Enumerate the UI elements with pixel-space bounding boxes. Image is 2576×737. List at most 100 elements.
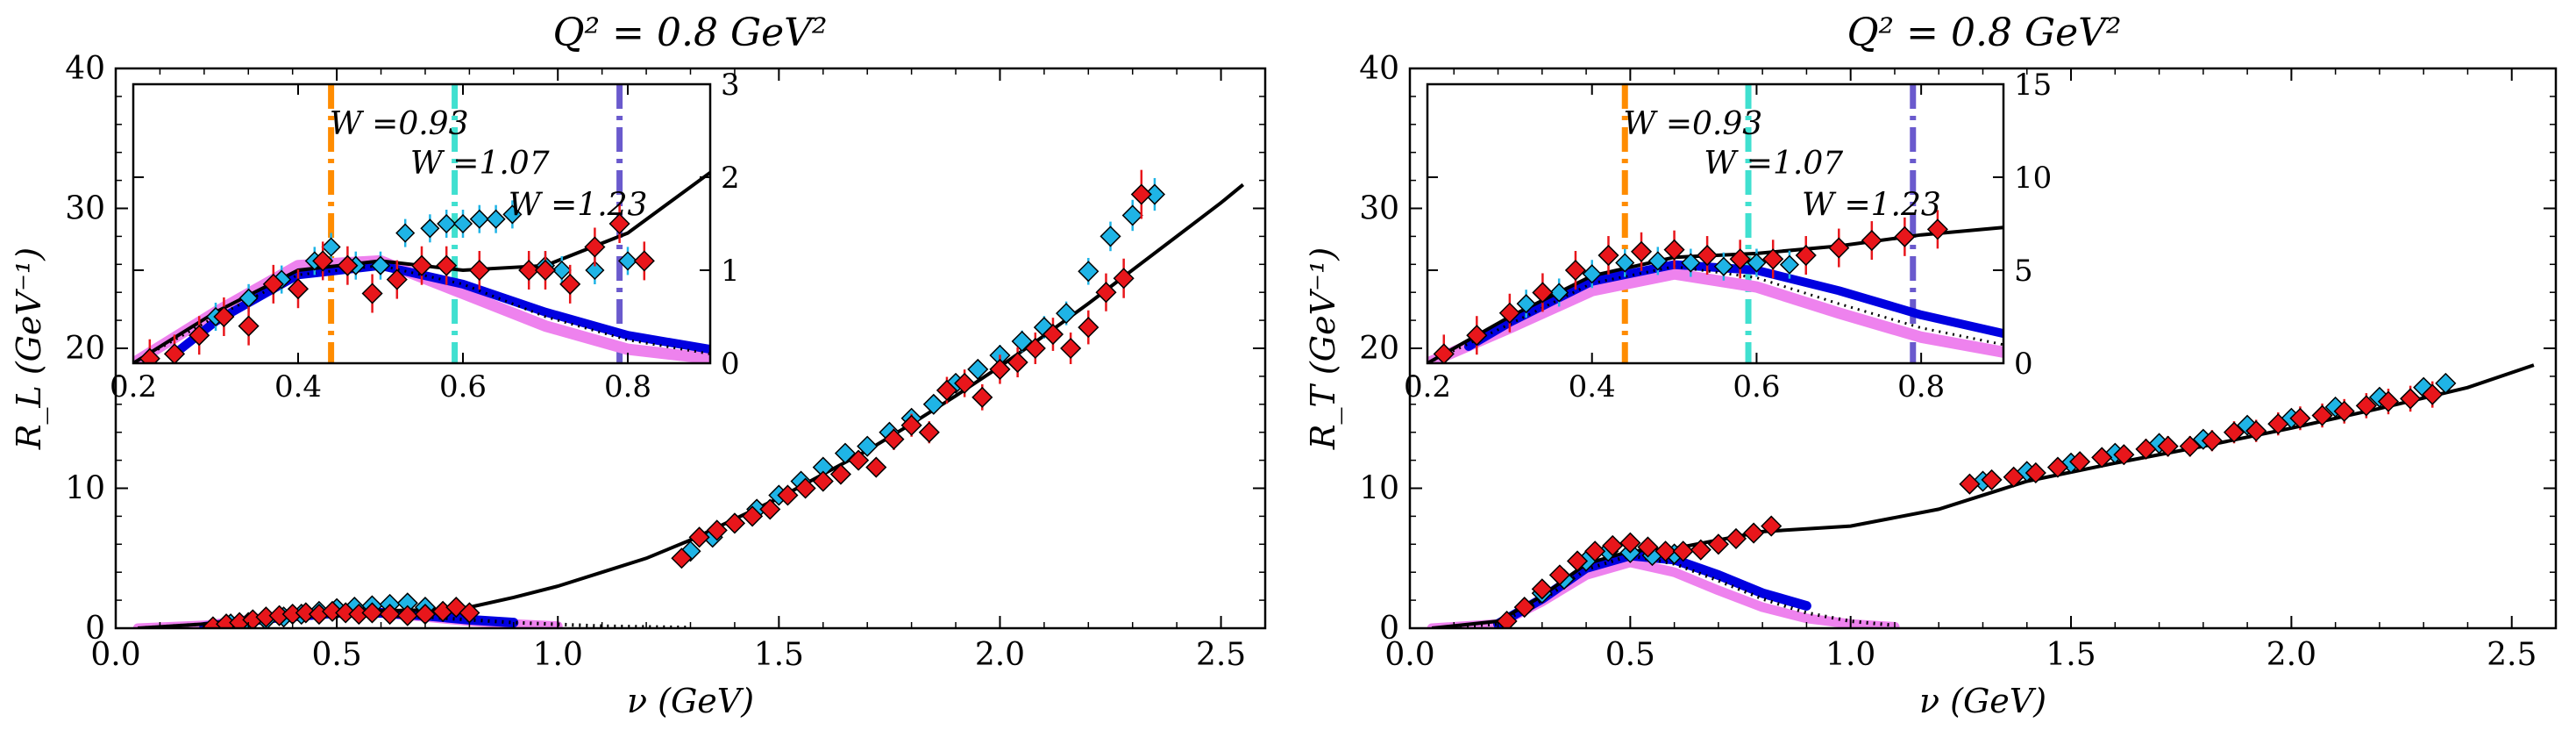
x-tick-label: 1.5 [2046,637,2096,673]
data-point [857,435,879,457]
inset-data-point [1779,254,1800,275]
data-point [1959,473,1981,495]
inset-data-point [584,236,606,258]
chart-title: Q² = 0.8 GeV² [552,11,827,55]
inset-x-tick-label: 0.8 [604,369,651,404]
data-point [1981,469,2003,490]
data-point [865,456,887,478]
data-point [1121,204,1143,226]
y-tick-label: 10 [1359,471,1399,507]
inset-data-point [386,268,408,290]
inset-data-point [337,254,359,276]
inset-y-tick-label: 0 [2014,347,2033,382]
y-tick-label: 40 [1359,51,1399,87]
plot-area [1427,363,2535,628]
inset-data-point [617,251,638,271]
inset-data-point [1828,237,1850,259]
inset-data-point [452,213,473,234]
inset-data-point [1795,244,1817,267]
data-point [1619,532,1641,554]
data-point [1011,330,1033,353]
inset-data-point [312,250,334,272]
inset-data-point [370,255,391,275]
y-tick-label: 30 [1359,191,1399,227]
inset-y-tick-label: 5 [2014,254,2033,289]
inset-data-point [1647,251,1668,271]
y-axis-label: R_L (GeV⁻¹) [10,247,49,450]
data-point [361,602,383,624]
data-point [883,428,905,450]
data-point [1707,533,1729,555]
inset-data-point [468,259,490,282]
data-point [1548,564,1570,586]
data-point [2003,466,2025,488]
data-point [2245,420,2267,442]
inset-data-point [262,273,284,295]
x-tick-label: 1.0 [533,637,583,673]
inset-data-point [1926,218,1948,240]
data-point [1654,540,1676,562]
inset-y-tick-label: 3 [721,68,740,103]
inset-x-tick-label: 0.2 [110,369,157,404]
inset-data-point [321,237,341,257]
data-point [1672,540,1694,562]
inset-data-point [1433,343,1455,363]
y-tick-label: 20 [65,331,105,367]
inset-data-point [1582,264,1602,284]
inset-data-point [1861,230,1882,252]
data-point [2422,383,2444,405]
inset-data-point [1713,256,1733,276]
data-point [812,470,834,492]
data-point [1060,337,1082,360]
inset-data-point [410,254,433,276]
data-point [2223,421,2245,443]
w-label: W =1.07 [410,146,550,182]
data-point [1130,183,1152,205]
inset-data-point [1697,244,1719,267]
y-tick-label: 20 [1359,331,1399,367]
inset-data-point [486,209,506,229]
inset-data-point [1598,244,1619,267]
data-point [1584,540,1606,562]
data-point [2157,435,2179,457]
inset-data-point [1466,325,1488,347]
inset-data-point [189,325,210,347]
y-tick-label: 30 [65,191,105,227]
data-point [1078,317,1099,339]
data-point [1496,610,1518,628]
data-point [794,477,816,499]
y-tick-label: 10 [65,471,105,507]
inset-data-point [502,204,523,225]
data-point [1056,303,1078,325]
y-tick-label: 0 [85,611,105,647]
data-point [918,421,940,443]
w-label: W =0.93 [1623,106,1762,142]
data-point [954,372,976,394]
x-tick-label: 0.0 [90,637,140,673]
inset-data-point [163,343,186,363]
inset-data-point [420,218,440,239]
data-point [2355,395,2377,417]
inset-y-tick-label: 1 [721,254,740,289]
data-point [1743,522,1765,544]
inset-data-point [287,278,310,300]
inset-y-tick-label: 10 [2014,161,2052,196]
data-point [2091,447,2113,469]
data-point [1078,261,1099,283]
x-tick-label: 2.0 [975,637,1025,673]
inset-data-point [608,212,630,235]
inset-y-tick-label: 0 [721,347,740,382]
x-tick-label: 2.0 [2266,637,2316,673]
inset-data-point [559,273,581,295]
inset-data-point [436,254,458,276]
x-axis-label: ν (GeV) [1919,682,2046,720]
data-point [900,414,922,436]
inset-x-tick-label: 0.6 [439,369,487,404]
inset-data-point [1498,302,1520,324]
inset-plot-area [1427,84,2003,363]
data-point [335,602,357,624]
data-point [936,379,958,401]
w-label: W =1.07 [1704,146,1843,182]
data-point [2113,444,2135,466]
inset: W =0.93 W =1.07 W =1.23 0.2 0.4 0.6 0.8 0 5 10 15 [1404,68,2052,404]
